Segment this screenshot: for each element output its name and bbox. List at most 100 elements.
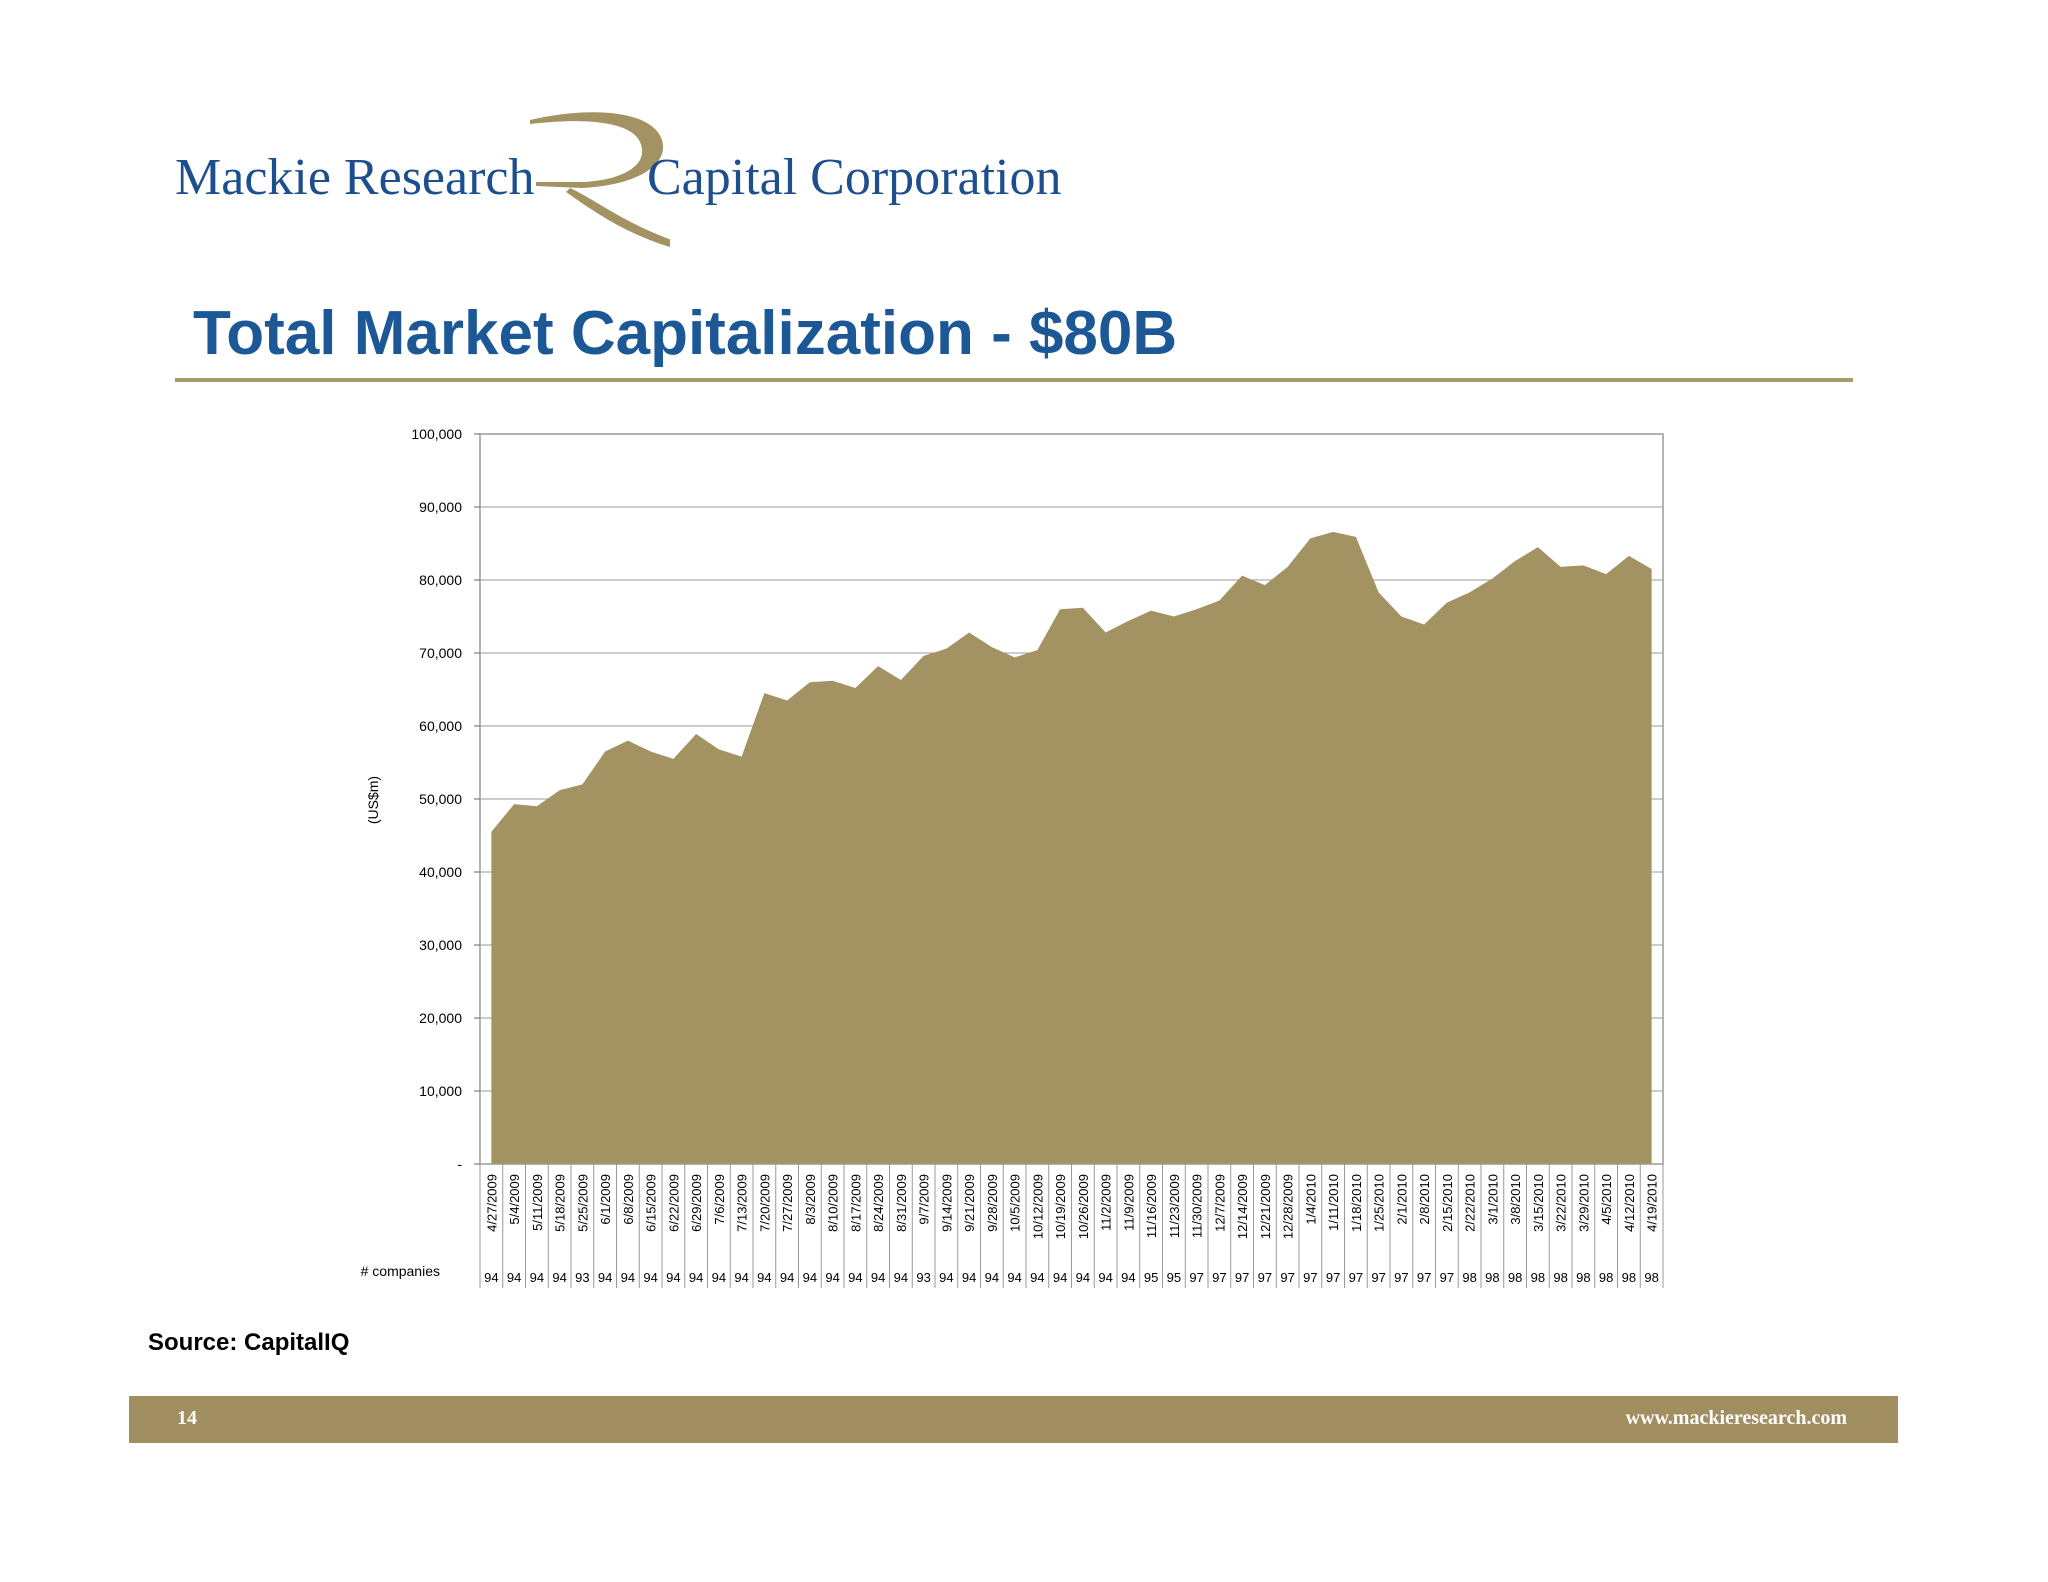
x-tick-label: 3/8/2010 — [1508, 1174, 1523, 1225]
x-tick-label: 8/17/2009 — [848, 1174, 863, 1232]
companies-count: 94 — [1007, 1270, 1021, 1285]
x-tick-label: 8/10/2009 — [826, 1174, 841, 1232]
x-tick-label: 12/14/2009 — [1235, 1174, 1250, 1239]
x-tick-label: 11/9/2009 — [1121, 1174, 1136, 1231]
x-tick-label: 7/27/2009 — [780, 1174, 795, 1232]
y-tick-label: 80,000 — [419, 572, 462, 588]
x-tick-label: 12/28/2009 — [1281, 1174, 1296, 1239]
companies-count: 94 — [552, 1270, 566, 1285]
x-tick-label: 9/7/2009 — [917, 1174, 932, 1225]
y-tick-label: 40,000 — [419, 864, 462, 880]
x-tick-label: 8/24/2009 — [871, 1174, 886, 1232]
companies-count: 94 — [871, 1270, 885, 1285]
x-tick-label: 12/7/2009 — [1212, 1174, 1227, 1232]
logo-text-left: Mackie Research — [175, 149, 535, 206]
x-tick-label: 6/29/2009 — [689, 1174, 704, 1232]
x-tick-label: 2/15/2010 — [1440, 1174, 1455, 1232]
x-tick-label: 3/15/2010 — [1531, 1174, 1546, 1232]
companies-row-label: # companies — [361, 1263, 440, 1279]
x-tick-label: 4/27/2009 — [484, 1174, 499, 1232]
companies-count: 94 — [757, 1270, 771, 1285]
x-tick-label: 10/5/2009 — [1008, 1174, 1023, 1232]
footer-bar: 14 www.mackieresearch.com — [129, 1396, 1898, 1443]
companies-count: 97 — [1212, 1270, 1226, 1285]
x-tick-label: 1/4/2010 — [1303, 1174, 1318, 1225]
companies-count: 94 — [1098, 1270, 1112, 1285]
x-tick-label: 9/14/2009 — [939, 1174, 954, 1232]
x-tick-label: 3/1/2010 — [1485, 1174, 1500, 1225]
x-tick-label: 3/22/2010 — [1554, 1174, 1569, 1232]
x-tick-label: 8/3/2009 — [803, 1174, 818, 1225]
companies-count: 94 — [484, 1270, 498, 1285]
companies-count: 94 — [825, 1270, 839, 1285]
companies-count: 94 — [666, 1270, 680, 1285]
y-tick-label: - — [457, 1156, 462, 1172]
companies-count: 98 — [1553, 1270, 1567, 1285]
company-logo: Mackie Research Capital Corporation — [170, 110, 1090, 260]
x-axis-ticks: 4/27/2009 5/4/2009 5/11/2009 5/18/2009 5/25/… — [479, 1164, 1664, 1288]
companies-count: 97 — [1235, 1270, 1249, 1285]
y-tick-label: 60,000 — [419, 718, 462, 734]
companies-count: 94 — [598, 1270, 612, 1285]
companies-count: 98 — [1508, 1270, 1522, 1285]
companies-count: 94 — [894, 1270, 908, 1285]
x-tick-label: 10/26/2009 — [1076, 1174, 1091, 1239]
companies-count: 97 — [1280, 1270, 1294, 1285]
x-tick-label: 4/19/2010 — [1645, 1174, 1660, 1232]
companies-count: 95 — [1144, 1270, 1158, 1285]
x-tick-label: 9/21/2009 — [962, 1174, 977, 1232]
y-tick-label: 10,000 — [419, 1083, 462, 1099]
companies-count: 98 — [1485, 1270, 1499, 1285]
companies-count: 94 — [621, 1270, 635, 1285]
x-tick-label: 10/12/2009 — [1030, 1174, 1045, 1239]
companies-count: 94 — [803, 1270, 817, 1285]
title-divider — [175, 378, 1853, 382]
x-tick-label: 6/8/2009 — [621, 1174, 636, 1225]
x-tick-label: 7/6/2009 — [712, 1174, 727, 1225]
x-tick-label: 2/8/2010 — [1417, 1174, 1432, 1225]
companies-count: 94 — [1121, 1270, 1135, 1285]
x-tick-label: 12/21/2009 — [1258, 1174, 1273, 1239]
companies-count: 97 — [1394, 1270, 1408, 1285]
companies-count: 94 — [985, 1270, 999, 1285]
x-tick-label: 1/25/2010 — [1372, 1174, 1387, 1232]
x-tick-label: 10/19/2009 — [1053, 1174, 1068, 1239]
companies-count: 97 — [1326, 1270, 1340, 1285]
x-tick-label: 11/16/2009 — [1144, 1174, 1159, 1238]
x-tick-label: 5/18/2009 — [553, 1174, 568, 1232]
y-axis-ticks: - 10,000 20,000 30,000 40,000 50,000 60,000 70,… — [411, 426, 480, 1172]
source-note: Source: CapitalIQ — [148, 1329, 350, 1356]
x-tick-label: 7/20/2009 — [757, 1174, 772, 1232]
x-tick-label: 7/13/2009 — [735, 1174, 750, 1232]
companies-count: 94 — [689, 1270, 703, 1285]
x-tick-label: 3/29/2010 — [1576, 1174, 1591, 1232]
x-tick-label: 1/18/2010 — [1349, 1174, 1364, 1232]
x-tick-label: 8/31/2009 — [894, 1174, 909, 1232]
r-swoosh-logo-icon — [530, 112, 670, 248]
companies-count: 98 — [1576, 1270, 1590, 1285]
website-link[interactable]: www.mackieresearch.com — [1625, 1407, 1847, 1429]
companies-count: 94 — [780, 1270, 794, 1285]
companies-count: 98 — [1531, 1270, 1545, 1285]
companies-count: 95 — [1167, 1270, 1181, 1285]
companies-count: 97 — [1189, 1270, 1203, 1285]
x-tick-label: 11/2/2009 — [1099, 1174, 1114, 1231]
y-tick-label: 70,000 — [419, 645, 462, 661]
companies-count: 98 — [1644, 1270, 1658, 1285]
companies-count: 94 — [962, 1270, 976, 1285]
x-tick-label: 5/11/2009 — [530, 1174, 545, 1231]
companies-count: 97 — [1349, 1270, 1363, 1285]
y-tick-label: 100,000 — [411, 426, 462, 442]
companies-count: 94 — [1030, 1270, 1044, 1285]
logo-text-right: Capital Corporation — [647, 149, 1062, 206]
companies-count: 93 — [916, 1270, 930, 1285]
x-tick-label: 6/1/2009 — [598, 1174, 613, 1225]
x-tick-label: 4/12/2010 — [1622, 1174, 1637, 1232]
companies-count: 94 — [712, 1270, 726, 1285]
x-tick-label: 6/15/2009 — [644, 1174, 659, 1232]
companies-count: 97 — [1417, 1270, 1431, 1285]
x-tick-label: 6/22/2009 — [666, 1174, 681, 1232]
companies-count: 98 — [1599, 1270, 1613, 1285]
market-cap-area-series — [491, 531, 1652, 1164]
y-axis-label: (US$m) — [365, 776, 381, 824]
